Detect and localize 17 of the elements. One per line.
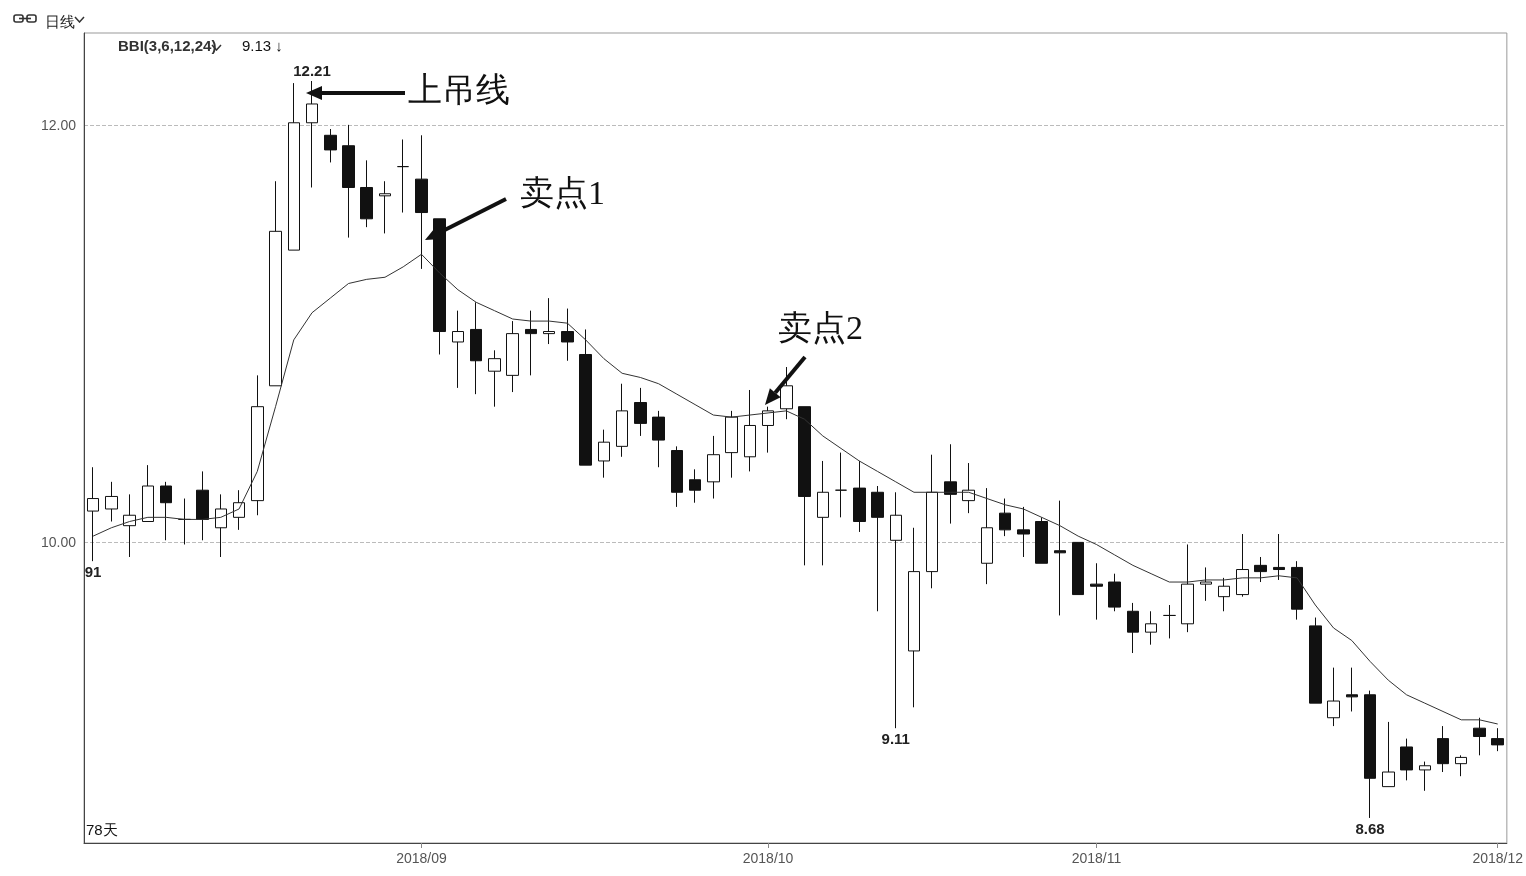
x-tick-label: 2018/11 bbox=[1071, 850, 1122, 866]
annotation: 9.13 ↓ bbox=[242, 37, 283, 54]
y-tick-label: 12.00 bbox=[40, 116, 77, 133]
annotation: 卖点2 bbox=[778, 308, 863, 346]
annotation: 91 bbox=[84, 563, 102, 581]
legend-label: BBI(3,6,12,24) bbox=[118, 37, 217, 54]
x-tick-label: 2018/09 bbox=[396, 850, 447, 866]
annotation: 卖点1 bbox=[520, 173, 605, 211]
x-tick-label: 2018/10 bbox=[742, 850, 794, 866]
annotation: 12.21 bbox=[293, 62, 331, 80]
annotation: 9.11 bbox=[881, 730, 910, 748]
chart-title: 日线 bbox=[45, 13, 75, 30]
annotation: 上吊线 bbox=[408, 70, 510, 108]
annotation: 78天 bbox=[86, 821, 118, 838]
x-tick-label: 2018/12 bbox=[1472, 850, 1524, 866]
y-tick-label: 10.00 bbox=[40, 534, 77, 551]
annotation: 8.68 bbox=[1355, 819, 1385, 837]
